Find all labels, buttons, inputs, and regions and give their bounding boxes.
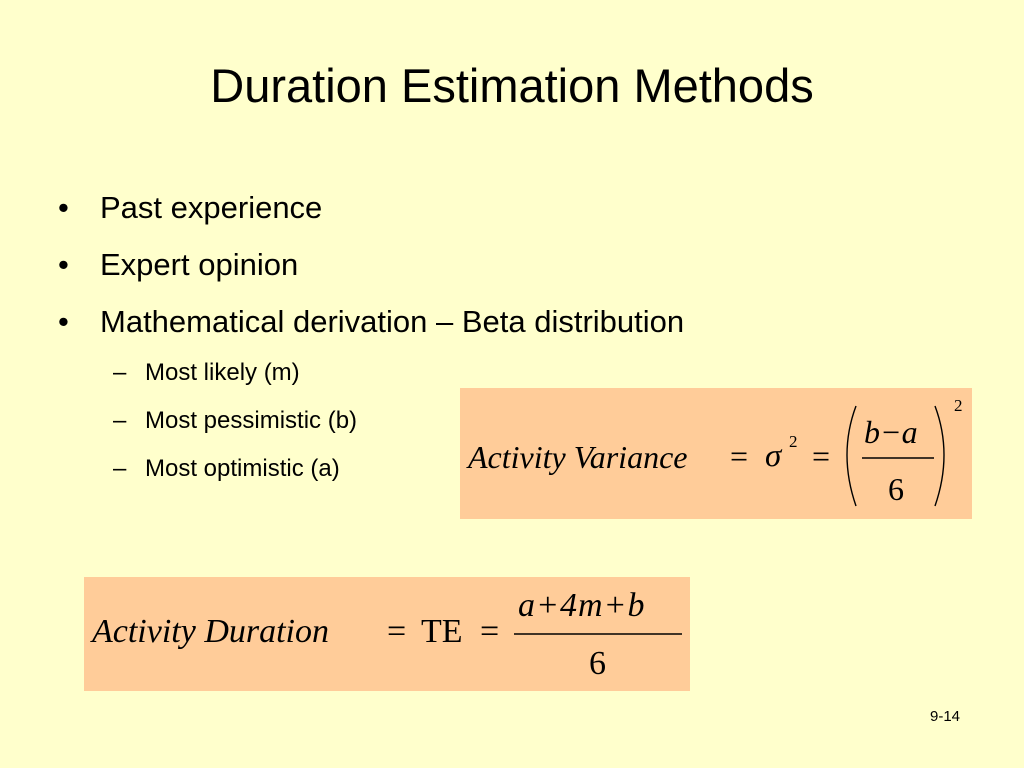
bullet-icon: • [58,304,69,339]
bullet-text: Expert opinion [100,247,299,282]
bullet-icon: • [58,247,69,282]
variance-exponent: 2 [954,396,963,415]
fraction-bar [514,633,682,635]
duration-formula-box: Activity Duration = TE = a+4m+b 6 [84,577,690,691]
variance-label: Activity Variance [468,439,688,475]
duration-numerator: a+4m+b [518,587,646,624]
sub-bullet-item: – Most likely (m) [58,361,684,409]
sub-bullet-item: – Most optimistic (a) [58,457,684,505]
sigma-exponent: 2 [789,432,798,451]
slide-title: Duration Estimation Methods [210,59,814,112]
variance-denominator: 6 [888,471,904,507]
dash-icon: – [113,455,127,482]
variance-numerator: b−a [864,414,918,450]
fraction-parentheses [846,405,945,507]
variance-equals-2: = [812,438,831,474]
dash-icon: – [113,359,127,386]
bullet-item: • Expert opinion [58,249,684,306]
bullet-text: Mathematical derivation – Beta distribut… [100,304,685,339]
bullet-icon: • [58,190,69,225]
bullet-item: • Mathematical derivation – Beta distrib… [58,306,684,361]
duration-label: Activity Duration [92,613,330,650]
te-symbol: TE [421,613,463,650]
sub-bullet-text: Most optimistic (a) [145,455,340,482]
duration-equals-1: = [387,613,407,650]
duration-equals-2: = [480,613,500,650]
bullet-text: Past experience [100,190,323,225]
slide-number: 9-14 [930,708,961,725]
dash-icon: – [113,407,127,434]
sigma-symbol: σ [765,438,782,474]
bullet-list: • Past experience • Expert opinion • Mat… [58,192,684,505]
duration-denominator: 6 [589,645,606,682]
sub-bullet-item: – Most pessimistic (b) [58,409,684,457]
sub-bullet-text: Most pessimistic (b) [145,407,358,434]
variance-formula-box: Activity Variance = σ 2 = b−a 6 2 [460,388,972,519]
bullet-item: • Past experience [58,192,684,249]
sub-bullet-text: Most likely (m) [145,359,300,386]
variance-equals-1: = [730,438,749,474]
